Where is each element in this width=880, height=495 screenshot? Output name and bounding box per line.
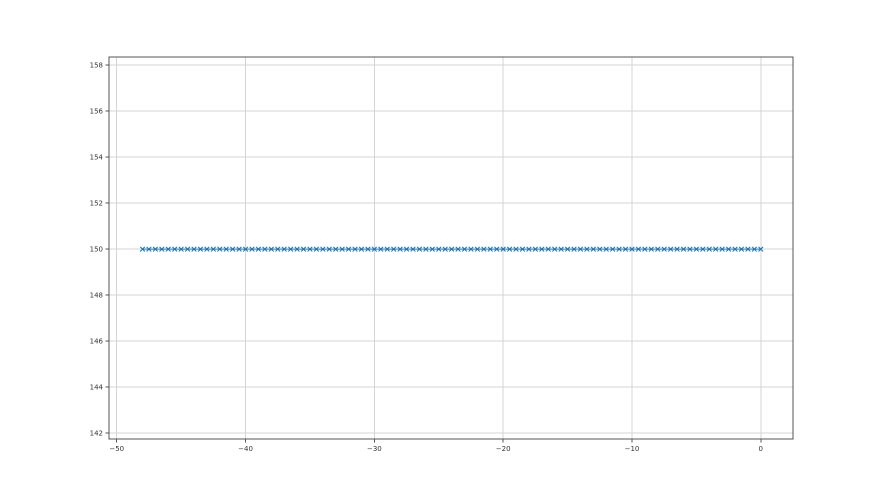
x-tick-label: 0 (759, 445, 763, 453)
y-tick-label: 158 (90, 62, 103, 70)
x-tick-label: −20 (496, 445, 511, 453)
y-tick-label: 148 (90, 292, 103, 300)
y-tick-label: 142 (90, 430, 103, 438)
y-tick-label: 146 (90, 338, 104, 346)
y-tick-label: 156 (90, 108, 104, 116)
axes-spines (108, 56, 794, 440)
y-tick-label: 152 (90, 200, 103, 208)
x-tick-label: −40 (238, 445, 253, 453)
x-tick-label: −30 (367, 445, 382, 453)
x-tick-label: −10 (625, 445, 640, 453)
y-tick-label: 144 (90, 384, 104, 392)
x-tick-label: −50 (109, 445, 124, 453)
data-markers-x (139, 246, 764, 252)
y-tick-label: 150 (90, 246, 103, 254)
y-tick-label: 154 (90, 154, 104, 162)
